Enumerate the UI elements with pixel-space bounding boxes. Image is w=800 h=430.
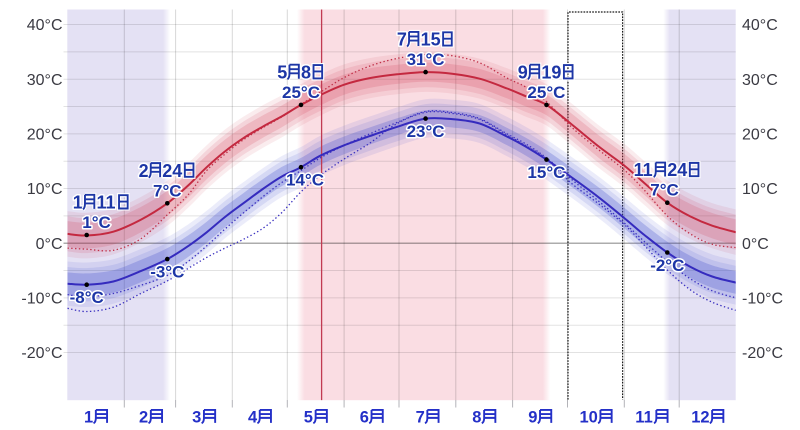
svg-text:-2°C: -2°C [650,256,684,275]
svg-text:6: 6 [360,409,369,427]
svg-text:20°C: 20°C [742,127,778,144]
svg-text:7°C: 7°C [153,181,182,200]
svg-text:11: 11 [97,193,116,213]
svg-text:23°C: 23°C [407,122,445,141]
svg-text:2: 2 [139,409,148,427]
svg-text:14°C: 14°C [286,171,324,190]
svg-text:11: 11 [634,160,653,180]
svg-text:1: 1 [84,409,93,427]
svg-text:-3°C: -3°C [150,263,184,282]
svg-text:-10°C: -10°C [21,291,62,308]
svg-text:4: 4 [248,409,258,427]
svg-text:30°C: 30°C [742,72,778,89]
svg-text:8: 8 [472,409,481,427]
svg-text:20°C: 20°C [27,127,63,144]
svg-text:25°C: 25°C [282,83,320,102]
svg-text:31°C: 31°C [407,50,445,69]
svg-text:0°C: 0°C [742,236,769,253]
svg-text:40°C: 40°C [27,17,63,34]
svg-text:7: 7 [397,30,407,50]
svg-text:2: 2 [139,161,149,181]
svg-text:10: 10 [580,409,598,427]
svg-text:-8°C: -8°C [70,288,104,307]
svg-text:25°C: 25°C [527,83,565,102]
svg-text:40°C: 40°C [742,17,778,34]
svg-text:1: 1 [73,193,83,213]
svg-text:-20°C: -20°C [21,345,62,362]
svg-text:10°C: 10°C [742,181,778,198]
svg-text:1°C: 1°C [82,213,111,232]
svg-text:19: 19 [541,62,561,82]
svg-text:-10°C: -10°C [742,291,783,308]
svg-text:9: 9 [528,409,537,427]
svg-text:9: 9 [518,62,528,82]
svg-text:8: 8 [301,62,311,82]
svg-text:11: 11 [635,409,652,427]
svg-text:15°C: 15°C [527,163,565,182]
svg-text:24: 24 [162,161,182,181]
svg-text:10°C: 10°C [27,181,63,198]
svg-text:-20°C: -20°C [742,345,783,362]
svg-text:12: 12 [691,409,709,427]
svg-text:5: 5 [277,62,287,82]
svg-text:3: 3 [192,409,201,427]
svg-text:30°C: 30°C [27,72,63,89]
svg-text:15: 15 [421,30,441,50]
svg-text:0°C: 0°C [36,236,63,253]
svg-text:7°C: 7°C [650,181,679,200]
svg-text:24: 24 [667,160,687,180]
svg-text:7: 7 [416,409,425,427]
svg-text:5: 5 [304,409,313,427]
